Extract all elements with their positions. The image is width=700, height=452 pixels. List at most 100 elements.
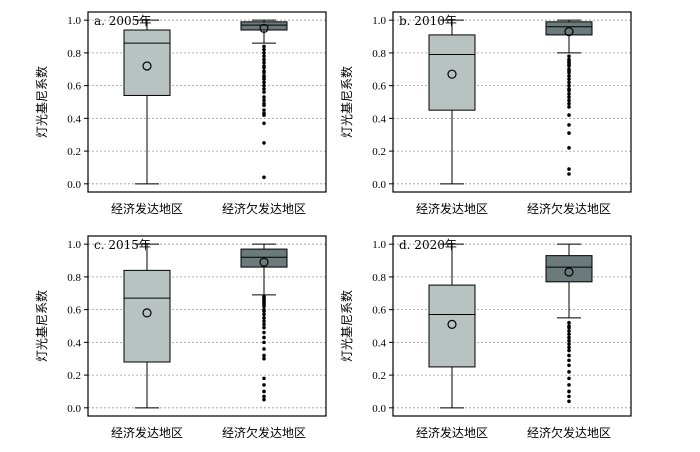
outlier-point (262, 394, 266, 399)
y-tick-label: 0.6 (67, 305, 81, 317)
outlier-point (567, 345, 571, 350)
outlier-point (262, 95, 266, 99)
y-axis-label: 灯光基尼系数 (339, 290, 354, 362)
outlier-point (567, 123, 571, 127)
outlier-point (567, 77, 571, 81)
outlier-point (567, 64, 571, 68)
outlier-point (567, 383, 571, 387)
iqr-box (240, 21, 288, 31)
outlier-point (262, 65, 266, 70)
y-tick-label: 0.0 (67, 403, 81, 415)
outlier-point (262, 347, 266, 351)
outlier-point (262, 383, 266, 387)
outlier-point (567, 325, 571, 330)
mean-marker (259, 257, 269, 267)
outlier-point (262, 353, 266, 358)
outlier-point (262, 330, 266, 335)
y-tick-label: 0.8 (372, 272, 386, 284)
outlier-point (567, 105, 571, 109)
x-category-label: 经济欠发达地区 (222, 201, 306, 216)
outlier-point (567, 95, 571, 99)
outlier-point (567, 358, 571, 363)
outlier-point (262, 316, 266, 320)
outlier-point (567, 320, 571, 325)
outlier-point (567, 167, 571, 171)
y-tick-label: 1.0 (372, 15, 386, 27)
outlier-point (567, 92, 571, 96)
y-tick-label: 0.6 (67, 81, 81, 93)
outlier-point (262, 335, 266, 340)
outlier-point (262, 60, 266, 65)
mean-marker (142, 308, 152, 318)
outlier-point (262, 141, 266, 145)
outlier-point (262, 70, 266, 75)
box-developed (428, 243, 476, 409)
outlier-point (262, 319, 266, 323)
outlier-point (567, 131, 571, 135)
x-category-label: 经济欠发达地区 (527, 425, 611, 440)
outlier-point (262, 77, 266, 81)
mean-marker (564, 267, 574, 277)
box-underdeveloped (545, 19, 593, 176)
iqr-box (545, 255, 593, 283)
outlier-point (262, 108, 266, 112)
outlier-point (567, 329, 571, 333)
plot-frame (87, 235, 327, 417)
outlier-point (567, 74, 571, 78)
outlier-point (567, 332, 571, 336)
panel-title: d. 2020年 (399, 238, 457, 252)
y-tick-label: 0.0 (372, 403, 386, 415)
y-tick-label: 0.0 (67, 179, 81, 191)
box-developed (123, 19, 171, 185)
iqr-box (123, 29, 171, 96)
mean-marker (564, 27, 574, 37)
outlier-point (567, 54, 571, 58)
outlier-point (567, 394, 571, 399)
y-tick-label: 0.2 (372, 146, 386, 158)
outlier-point (262, 54, 266, 58)
x-category-label: 经济发达地区 (111, 201, 183, 216)
outlier-point (262, 175, 266, 180)
outlier-point (567, 342, 571, 346)
outlier-point (567, 88, 571, 93)
plot-frame (392, 11, 632, 193)
outlier-point (262, 340, 266, 345)
outlier-point (262, 51, 266, 55)
x-category-label: 经济欠发达地区 (222, 425, 306, 440)
y-tick-label: 1.0 (372, 239, 386, 251)
y-tick-label: 1.0 (67, 15, 81, 27)
y-tick-label: 0.6 (372, 305, 386, 317)
outlier-point (262, 113, 266, 117)
mean-marker (447, 69, 457, 79)
panel-title: b. 2010年 (399, 14, 457, 28)
outlier-point (262, 121, 266, 126)
outlier-point (567, 363, 571, 368)
y-tick-label: 0.8 (67, 272, 81, 284)
plot-frame (87, 11, 327, 193)
box-underdeveloped (545, 243, 593, 404)
outlier-point (262, 356, 266, 361)
outlier-point (262, 397, 266, 402)
y-tick-label: 0.2 (67, 146, 81, 158)
outlier-point (567, 80, 571, 85)
iqr-box (428, 34, 476, 111)
outlier-point (567, 348, 571, 353)
x-category-label: 经济发达地区 (416, 425, 488, 440)
outlier-point (567, 370, 571, 374)
y-tick-label: 0.0 (372, 179, 386, 191)
outlier-point (262, 325, 266, 330)
outlier-point (262, 304, 266, 309)
outlier-point (262, 312, 266, 317)
y-tick-label: 1.0 (67, 239, 81, 251)
outlier-point (262, 98, 266, 103)
y-axis-label: 灯光基尼系数 (339, 66, 354, 138)
outlier-point (262, 376, 266, 381)
outlier-point (262, 57, 266, 62)
outlier-point (567, 172, 571, 176)
outlier-point (567, 98, 571, 103)
y-tick-label: 0.4 (372, 337, 386, 349)
outlier-point (262, 44, 266, 49)
